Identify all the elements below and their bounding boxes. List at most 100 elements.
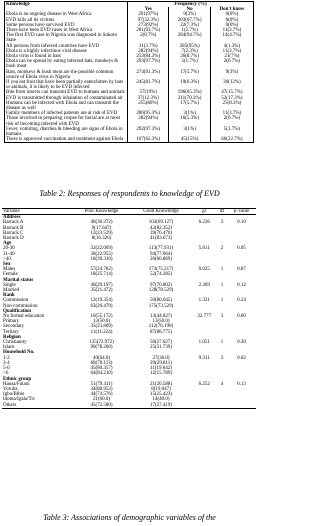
value-cell: 11(3.7%) (209, 28, 255, 34)
variable-cell: Tertiary (3, 329, 19, 335)
header-cell: Don't know (209, 7, 255, 13)
value-cell: 12(15.789) (149, 371, 173, 377)
value-cell: 32.777 (197, 314, 212, 320)
value-cell: 0.10 (237, 220, 246, 226)
section-row: Rank (2, 293, 256, 298)
value-cell: 11(3.7%) (209, 48, 255, 55)
value-cell: 2(0.7%) (209, 116, 255, 127)
header-cell: Poor Knowledge (72, 208, 131, 216)
row: Barrack D 8(16.326) 41(83.673) (2, 236, 256, 241)
value-cell: 6.236 (198, 220, 210, 226)
variable-cell: Idoma/Igala/Tiv (3, 397, 36, 403)
header-row: Variable Poor Knowledge Good Knowledge χ2 df… (2, 208, 256, 216)
variable-cell: Female (3, 272, 18, 278)
value-cell: 292(97.3%) (126, 126, 170, 138)
row: Those involved in preparing corpse for b… (4, 116, 255, 127)
value-cell: 25(8.3%) (209, 100, 255, 112)
variable-cell: Barrack D (3, 236, 24, 242)
row: There have been EVD cases in West Africa… (4, 28, 255, 34)
value-cell: 20(60.869) (149, 256, 173, 262)
knowledge-table: Knowledge Frequency (%) Yes No Don't know Ebo… (4, 1, 255, 144)
variable-cell: Males (3, 267, 16, 273)
value-cell: 285(95%) (168, 43, 211, 49)
value-cell: 47(15.7%) (209, 90, 255, 96)
value-cell: 44(74.576) (90, 392, 113, 398)
value-cell: 21(7%) (209, 54, 255, 60)
value-cell: 3 (220, 355, 224, 361)
row: Secondary 35(23.809) 112(76.190) (2, 324, 256, 329)
row: Ebola virus is found in bats 253(84.3%) 26… (4, 54, 255, 60)
variable-cell: No formal education (3, 314, 45, 320)
empty-cell (191, 403, 217, 409)
variable-cell: 20-30 (3, 246, 15, 252)
value-cell: 113(77.931) (148, 246, 174, 252)
value-cell: 4 (220, 381, 224, 387)
value-cell: 4(1.3%) (209, 43, 255, 49)
section-title: Ethnic group (3, 376, 32, 382)
variable-cell: Married (3, 288, 20, 294)
value-cell: 3(1%) (168, 126, 211, 138)
section-title: Qualification (3, 308, 32, 314)
row: Non-commission 63(26.470) 175(73.529) (2, 304, 256, 309)
value-cell: 173(75.217) (148, 267, 174, 273)
row: The first EVD case in Nigeria was diagno… (4, 33, 255, 44)
row: Ebola is an ongoing disease in West Afri… (4, 12, 255, 18)
variable-cell: Barrack A (3, 220, 24, 226)
value-cell: 0(0%) (209, 17, 255, 23)
variable-cell: Non-commission (3, 303, 38, 309)
value-cell: 9.311 (198, 355, 210, 361)
row: 5-6 45(80.357) 11(19.642) (2, 366, 256, 371)
value-cell: 50(80.645) (149, 298, 173, 304)
row: Primary 13(50.0) 13(50.0) (2, 319, 256, 324)
value-cell: 9(17.647) (91, 225, 112, 231)
section-row: Qualification (2, 309, 256, 314)
section-row: Household No. (2, 350, 256, 355)
value-cell: 112(76.190) (148, 324, 174, 330)
row: Idoma/Igala/Tiv 21(60.0) 14(40.0) (2, 397, 256, 402)
row: Married 35(21.472) 128(78.529) (2, 288, 256, 293)
variable-cell: >40 (3, 256, 11, 262)
variable-cell: Primary (3, 319, 20, 325)
header-cell: χ2 (191, 208, 217, 216)
value-cell: 14(40.0) (152, 397, 170, 403)
value-cell: 3 (220, 220, 224, 226)
value-cell: 19(6.3%) (168, 80, 211, 91)
row: There is approved vaccination and treatm… (4, 137, 255, 143)
value-cell: 211(70.3%) (168, 95, 211, 101)
value-cell: 0.30 (237, 340, 246, 346)
section-title: Rank (3, 293, 15, 299)
value-cell: 245(81.7%) (126, 80, 170, 91)
value-cell: 45(72.580) (90, 402, 113, 408)
empty-cell (227, 403, 256, 409)
value-cell: 41(83.673) (149, 236, 173, 242)
value-cell: 9(3%) (209, 69, 255, 81)
value-cell: 52(74.285) (149, 272, 173, 278)
variable-cell: Christianity (3, 340, 27, 346)
value-cell: 18(39.310) (90, 256, 113, 262)
header-cell: p–value (227, 208, 256, 216)
row: If you eat fruit that have been partiall… (4, 80, 255, 91)
value-cell: 3 (220, 314, 224, 320)
value-cell: 64(84.210) (90, 371, 113, 377)
knowledge-cell: The first EVD case in Nigeria was diagno… (4, 33, 128, 44)
value-cell: 7(2.3%) (168, 48, 211, 55)
row: 1-2 40(64.0) 27(36.0) 9.311 3 0.02 (2, 356, 256, 361)
header-cell: No (168, 7, 211, 13)
value-cell: 0.87 (237, 267, 246, 273)
value-cell: 0.12 (237, 282, 246, 288)
value-cell: 0.05 (237, 246, 246, 252)
value-cell: 34(80.952) (90, 386, 113, 392)
value-cell: 13(50.0) (92, 319, 111, 325)
value-cell: 45(15%) (168, 137, 211, 143)
value-cell: 57(24.782) (90, 267, 113, 273)
value-cell: 25(21.739) (149, 345, 173, 351)
row: All persons from infected countries have… (4, 43, 255, 49)
value-cell: 8(19.047) (151, 386, 171, 392)
value-cell: 0.00 (237, 314, 246, 320)
value-cell: 17(5.7%) (168, 69, 211, 81)
value-cell: 12(19.354) (90, 298, 113, 304)
row: Bats, monkeys & bush meat are the possib… (4, 69, 255, 81)
header-cell: Knowledge (4, 1, 128, 13)
value-cell: 13(50.0) (152, 319, 170, 325)
row: Humans can be infected with Ebola and ca… (4, 100, 255, 112)
